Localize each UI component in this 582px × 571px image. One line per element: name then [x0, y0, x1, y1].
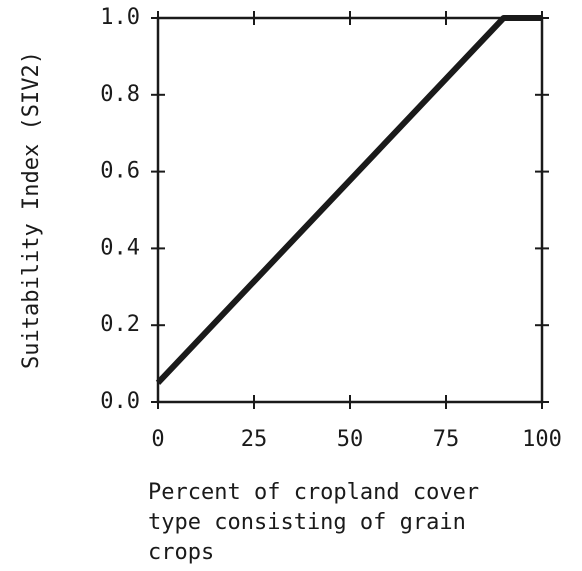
y-axis-label: Suitability Index (SIV2): [19, 51, 44, 369]
y-tick-label: 1.0: [100, 5, 140, 30]
x-tick-label: 50: [337, 427, 364, 452]
y-tick-label: 0.6: [100, 159, 140, 184]
x-tick-label: 0: [151, 427, 164, 452]
x-tick-label: 75: [433, 427, 460, 452]
y-tick-label: 0.0: [100, 389, 140, 414]
x-axis-label: type consisting of grain: [148, 510, 466, 535]
data-line: [155, 15, 542, 385]
x-axis-label: Percent of cropland cover: [148, 480, 479, 505]
x-tick-label: 25: [241, 427, 268, 452]
x-axis-label: crops: [148, 540, 214, 565]
y-tick-label: 0.4: [100, 235, 140, 260]
y-tick-label: 0.8: [100, 82, 140, 107]
plot-frame: [156, 16, 544, 404]
x-tick-label: 100: [522, 427, 562, 452]
y-tick-label: 0.2: [100, 312, 140, 337]
